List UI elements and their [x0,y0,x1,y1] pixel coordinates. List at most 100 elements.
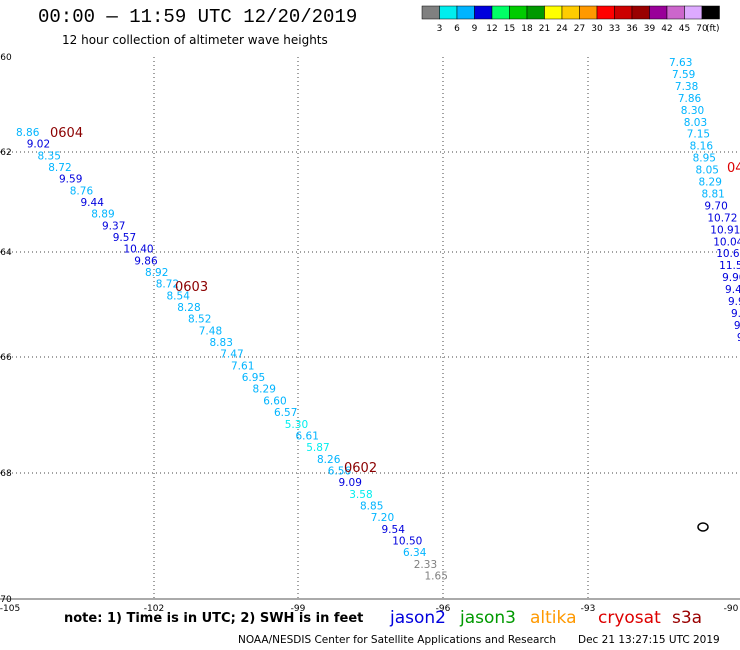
swh-value: 6.56 [328,465,352,477]
color-scale-label: 33 [609,24,620,34]
swh-value: 9.59 [59,174,82,186]
swh-tracks: 8.869.028.358.729.598.769.448.899.379.57… [16,57,740,582]
swh-value: 8.85 [360,500,383,512]
swh-value: 9.44 [81,197,105,209]
swh-value: 8.29 [253,384,276,396]
legend-jason3: jason3 [460,608,516,628]
swh-value: 8.26 [317,454,341,466]
color-scale-bar: 3 6 9 12 15 18 21 24 27 30 33 36 39 42 45 70(ft) [421,5,720,34]
swh-value: 10.04 [713,236,740,248]
color-scale-label: 39 [644,24,656,34]
swh-value: 9. [737,332,740,344]
color-scale-label: 42 [661,24,672,34]
pass-label: 0602 [344,461,377,476]
lat-tick-label: -62 [0,148,12,158]
color-swatch [561,5,580,20]
swh-value: 8.35 [38,150,61,162]
credit-line: NOAA/NESDIS Center for Satellite Applica… [238,634,556,646]
swh-value: 7.20 [371,512,394,524]
swh-value: 9.90 [722,272,740,284]
color-swatch [684,5,703,20]
lon-tick-label: -105 [0,604,20,614]
color-scale-label: 6 [454,24,460,34]
swh-value: 2.33 [414,559,437,571]
graticule [0,57,740,600]
lon-tick-label: -90 [724,604,739,614]
color-swatch [509,5,528,20]
swh-value: 7.63 [669,57,692,69]
swh-value: 8.28 [177,302,200,314]
generated-timestamp: Dec 21 13:27:15 UTC 2019 [578,634,720,646]
color-swatch [666,5,685,20]
color-swatch [439,5,458,20]
pass-labels: 0604 0603 0602 04 [50,126,740,476]
lon-tick-label: -102 [144,604,164,614]
color-swatch [579,5,598,20]
swh-value: 11.57 [719,260,740,272]
lat-tick-label: -70 [0,595,12,605]
swh-value: 9.37 [102,220,125,232]
units-note: note: 1) Time is in UTC; 2) SWH is in fe… [64,611,364,626]
swh-value: 8.72 [48,162,71,174]
swh-value: 8.72 [156,279,179,291]
color-scale-label: 45 [679,24,690,34]
color-scale-label: 9 [472,24,478,34]
color-scale-label: 36 [626,24,638,34]
swh-value: 8.76 [70,185,94,197]
swh-value: 10.91 [710,224,740,236]
lat-tick-label: -66 [0,353,12,363]
swh-value: 10.50 [392,535,422,547]
swh-value: 1.65 [425,570,448,582]
swh-value: 8.54 [167,290,191,302]
swh-value: 6.95 [242,372,265,384]
color-swatch [491,5,510,20]
color-scale-label: 24 [556,24,568,34]
swh-value: 7.47 [220,349,243,361]
color-scale-label: 21 [539,24,550,34]
color-scale-label: 15 [504,24,515,34]
legend-s3a: s3a [672,608,703,628]
color-swatch [526,5,545,20]
swh-value: 6.57 [274,407,297,419]
swh-value: 10.40 [124,244,154,256]
swh-value: 10.72 [707,212,737,224]
map-title: 00:00 — 11:59 UTC 12/20/2019 [38,6,358,28]
pass-label: 0603 [175,280,208,295]
swh-value: 8.52 [188,314,211,326]
swh-value: 8.05 [696,165,719,177]
swh-value: 8.89 [91,209,114,221]
color-scale-label: 12 [486,24,497,34]
swh-value: 5.30 [285,419,308,431]
swh-value: 8.92 [145,267,168,279]
color-swatch [631,5,650,20]
swh-value: 6.61 [296,430,319,442]
color-swatch [596,5,615,20]
swh-value: 8.30 [681,105,704,117]
legend-cryosat: cryosat [598,608,661,628]
island-outline [697,522,709,532]
swh-value: 10.69 [716,248,740,260]
swh-value: 9.54 [382,524,406,536]
color-swatch [474,5,493,20]
swh-value: 9.4 [731,308,740,320]
swh-value: 8.86 [16,127,40,139]
swh-value: 9.6 [734,320,740,332]
swh-value: 9.44 [725,284,740,296]
swh-value: 7.61 [231,360,254,372]
color-scale-label: 30 [591,24,603,34]
color-swatch [456,5,475,20]
swh-value: 7.15 [687,129,710,141]
lon-tick-label: -93 [581,604,596,614]
pass-label: 04 [727,161,740,176]
swh-value: 8.03 [684,117,707,129]
color-swatch [701,5,720,20]
lat-tick-label: -68 [0,469,12,479]
swh-value: 9.96 [728,296,740,308]
swh-value: 7.86 [678,93,702,105]
swh-value: 9.57 [113,232,136,244]
swh-value: 5.87 [306,442,329,454]
swh-value: 9.86 [134,255,158,267]
lon-tick-label: -99 [291,604,306,614]
swh-value: 6.60 [263,395,286,407]
